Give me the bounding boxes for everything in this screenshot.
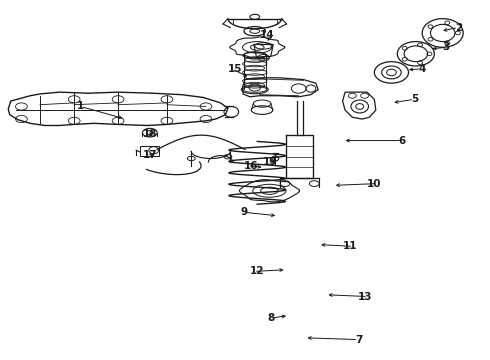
Text: 6: 6 — [399, 136, 406, 145]
Text: 8: 8 — [267, 313, 274, 323]
Text: 11: 11 — [343, 241, 357, 251]
Text: 10: 10 — [367, 179, 382, 189]
Text: 2: 2 — [455, 23, 462, 33]
Polygon shape — [240, 180, 299, 202]
Text: 16: 16 — [244, 161, 258, 171]
Text: 5: 5 — [411, 94, 418, 104]
Text: 7: 7 — [355, 334, 362, 345]
Text: 13: 13 — [357, 292, 372, 302]
Text: 3: 3 — [443, 42, 450, 52]
Polygon shape — [343, 92, 376, 119]
Text: 9: 9 — [240, 207, 247, 217]
Text: 1: 1 — [76, 102, 84, 112]
Polygon shape — [243, 78, 318, 97]
Polygon shape — [230, 37, 285, 58]
Text: 14: 14 — [260, 30, 274, 40]
Text: 17: 17 — [143, 150, 157, 160]
Text: 18: 18 — [143, 129, 157, 139]
Text: 4: 4 — [418, 64, 426, 74]
Text: 12: 12 — [250, 266, 265, 276]
Text: 19: 19 — [263, 157, 277, 167]
Polygon shape — [8, 92, 228, 126]
Text: 15: 15 — [228, 64, 243, 74]
Polygon shape — [254, 44, 273, 59]
Polygon shape — [140, 146, 159, 156]
Polygon shape — [286, 135, 313, 178]
